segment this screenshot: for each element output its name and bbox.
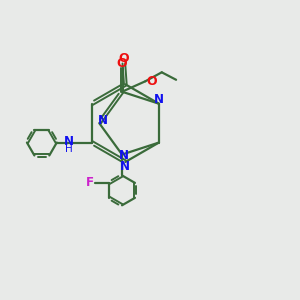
Text: H: H <box>65 144 73 154</box>
Text: N: N <box>120 160 130 173</box>
Text: O: O <box>118 52 129 65</box>
Text: N: N <box>118 148 128 162</box>
Text: F: F <box>85 176 93 189</box>
Text: N: N <box>98 114 108 127</box>
Text: O: O <box>117 57 128 70</box>
Text: N: N <box>154 93 164 106</box>
Text: O: O <box>147 75 157 88</box>
Text: N: N <box>64 134 74 148</box>
